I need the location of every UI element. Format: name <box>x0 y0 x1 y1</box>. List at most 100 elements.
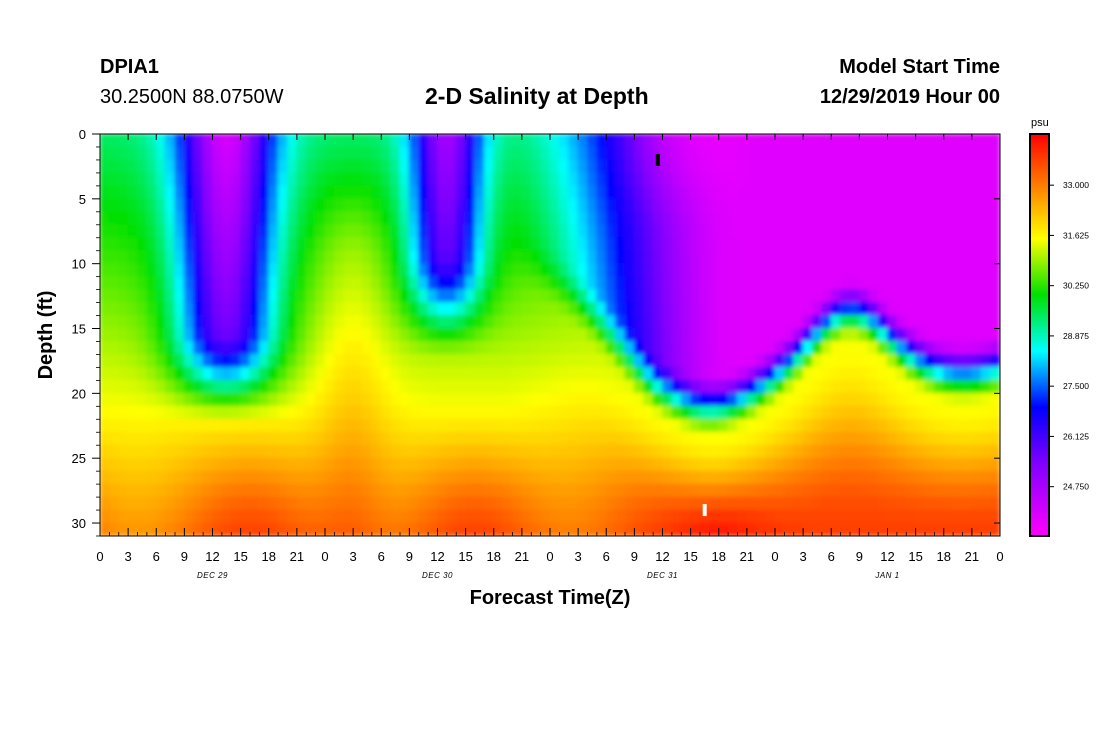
heatmap-cell <box>558 392 570 407</box>
heatmap-cell <box>146 444 157 459</box>
heatmap-cell <box>549 483 560 498</box>
heatmap-cell <box>287 159 298 174</box>
heatmap-cell <box>643 315 654 330</box>
heatmap-cell <box>858 159 870 174</box>
heatmap-cell <box>605 315 617 330</box>
heatmap-cell <box>905 405 917 420</box>
heatmap-cell <box>333 392 345 407</box>
heatmap-cell <box>108 185 120 200</box>
heatmap-cell <box>765 185 776 200</box>
heatmap-cell <box>380 302 392 317</box>
heatmap-cell <box>540 379 551 394</box>
heatmap-cell <box>530 224 542 239</box>
heatmap-cell <box>437 185 448 200</box>
heatmap-cell <box>137 185 148 200</box>
y-axis-title: Depth (ft) <box>35 291 57 380</box>
heatmap-cell <box>755 172 767 187</box>
heatmap-cell <box>352 224 364 239</box>
heatmap-cell <box>896 379 907 394</box>
heatmap-cell <box>812 496 823 511</box>
heatmap-cell <box>540 444 551 459</box>
heatmap-cell <box>146 392 157 407</box>
heatmap-cell <box>108 366 120 381</box>
heatmap-cell <box>952 224 964 239</box>
heatmap-cell <box>849 444 860 459</box>
heatmap-cell <box>118 405 129 420</box>
heatmap-cell <box>849 457 860 472</box>
heatmap-cell <box>849 470 860 485</box>
heatmap-cell <box>127 224 139 239</box>
heatmap-cell <box>174 172 185 187</box>
heatmap-cell <box>221 134 232 148</box>
heatmap-cell <box>624 366 635 381</box>
heatmap-cell <box>437 496 448 511</box>
heatmap-cell <box>971 237 982 252</box>
heatmap-cell <box>990 134 1000 148</box>
heatmap-cell <box>755 483 767 498</box>
heatmap-cell <box>296 211 307 226</box>
heatmap-cell <box>962 457 973 472</box>
heatmap-cell <box>540 353 551 368</box>
heatmap-cell <box>287 392 298 407</box>
heatmap-cell <box>483 172 495 187</box>
heatmap-cell <box>202 405 214 420</box>
heatmap-cell <box>427 134 439 148</box>
heatmap-cell <box>521 405 532 420</box>
heatmap-cell <box>446 263 457 278</box>
heatmap-cell <box>212 315 223 330</box>
heatmap-cell <box>100 302 110 317</box>
heatmap-cell <box>493 134 504 148</box>
heatmap-cell <box>577 496 589 511</box>
heatmap-cell <box>633 250 645 265</box>
heatmap-cell <box>793 250 804 265</box>
heatmap-cell <box>437 276 448 291</box>
heatmap-cell <box>146 289 157 304</box>
heatmap-cell <box>858 509 870 524</box>
heatmap-cell <box>671 431 682 446</box>
heatmap-cell <box>615 211 626 226</box>
heatmap-cell <box>249 431 260 446</box>
heatmap-cell <box>408 302 420 317</box>
heatmap-cell <box>127 276 139 291</box>
heatmap-cell <box>868 418 879 433</box>
heatmap-cell <box>802 353 814 368</box>
heatmap-cell <box>830 353 842 368</box>
heatmap-cell <box>502 379 514 394</box>
heatmap-cell <box>971 522 982 536</box>
heatmap-cell <box>962 250 973 265</box>
heatmap-cell <box>127 379 139 394</box>
heatmap-cell <box>699 444 710 459</box>
heatmap-cell <box>380 509 392 524</box>
heatmap-cell <box>202 353 214 368</box>
heatmap-cell <box>887 366 898 381</box>
heatmap-cell <box>549 146 560 161</box>
heatmap-cell <box>587 211 598 226</box>
heatmap-cell <box>146 198 157 213</box>
heatmap-cell <box>446 198 457 213</box>
heatmap-cell <box>887 146 898 161</box>
heatmap-cell <box>615 134 626 148</box>
heatmap-cell <box>727 250 739 265</box>
heatmap-cell <box>137 444 148 459</box>
heatmap-cell <box>399 211 410 226</box>
heatmap-cell <box>371 496 382 511</box>
heatmap-cell <box>390 483 401 498</box>
heatmap-cell <box>333 198 345 213</box>
heatmap-cell <box>277 509 289 524</box>
heatmap-cell <box>380 159 392 174</box>
heatmap-cell <box>812 172 823 187</box>
heatmap-cell <box>765 289 776 304</box>
heatmap-cell <box>137 522 148 536</box>
heatmap-cell <box>746 328 757 342</box>
heatmap-cell <box>699 522 710 536</box>
heatmap-cell <box>362 276 373 291</box>
heatmap-cell <box>371 134 382 148</box>
heatmap-cell <box>952 353 964 368</box>
heatmap-cell <box>915 340 926 355</box>
heatmap-cell <box>662 522 673 536</box>
heatmap-cell <box>258 431 270 446</box>
heatmap-cell <box>924 392 935 407</box>
heatmap-cell <box>699 496 710 511</box>
heatmap-cell <box>502 418 514 433</box>
heatmap-cell <box>521 224 532 239</box>
